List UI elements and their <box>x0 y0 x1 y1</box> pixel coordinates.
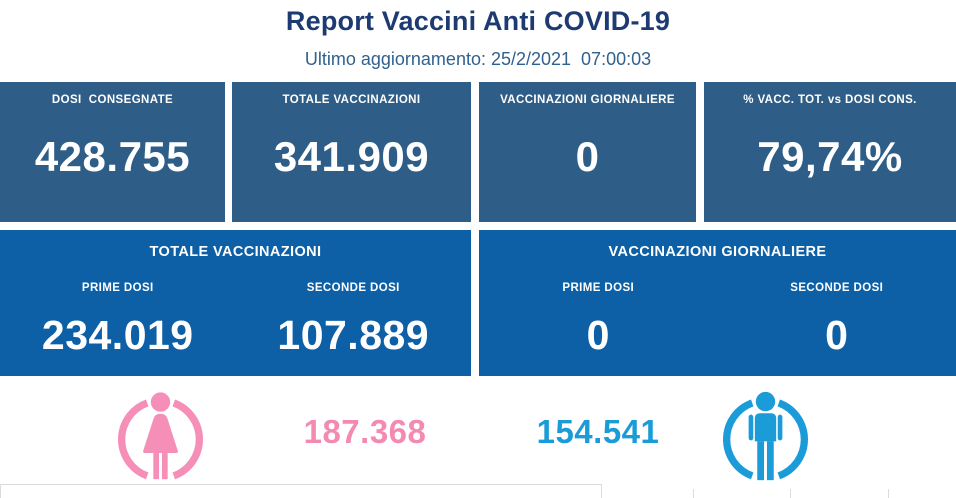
dose-label: SECONDE DOSI <box>790 282 884 294</box>
page-title: Report Vaccini Anti COVID-19 <box>285 6 671 36</box>
dose-col-seconde-dosi: SECONDE DOSI 107.889 <box>236 260 472 359</box>
male-total-value: 154.541 <box>536 413 660 450</box>
last-update-text: Ultimo aggiornamento: 25/2/2021 07:00:03 <box>304 49 652 69</box>
dose-label: PRIME DOSI <box>81 282 154 294</box>
kpi-label: TOTALE VACCINAZIONI <box>282 94 421 106</box>
kpi-value: 79,74% <box>757 133 903 180</box>
dose-col-prime-dosi: PRIME DOSI 234.019 <box>0 260 236 359</box>
kpi-card-perc-vacc-vs-dosi: % VACC. TOT. vs DOSI CONS. 79,74% <box>704 82 956 222</box>
kpi-card-vaccinazioni-giornaliere: VACCINAZIONI GIORNALIERE 0 <box>479 82 696 222</box>
kpi-label: DOSI CONSEGNATE <box>51 94 174 106</box>
dose-value: 0 <box>586 312 610 358</box>
dose-card-totale-vaccinazioni: TOTALE VACCINAZIONI PRIME DOSI 234.019 S… <box>0 230 471 376</box>
male-icon <box>717 388 814 485</box>
female-total-value: 187.368 <box>303 413 427 450</box>
dose-card-vaccinazioni-giornaliere: VACCINAZIONI GIORNALIERE PRIME DOSI 0 SE… <box>479 230 956 376</box>
dose-card-title: VACCINAZIONI GIORNALIERE <box>608 244 827 260</box>
table-top-edge <box>0 484 602 498</box>
dose-label: SECONDE DOSI <box>306 282 400 294</box>
dose-value: 107.889 <box>277 312 430 358</box>
kpi-value: 428.755 <box>34 133 191 180</box>
kpi-value: 341.909 <box>273 133 430 180</box>
female-icon <box>112 388 209 485</box>
table-column-divider <box>693 489 694 498</box>
dose-label: PRIME DOSI <box>562 282 635 294</box>
kpi-value: 0 <box>575 133 600 180</box>
dose-col-seconde-dosi: SECONDE DOSI 0 <box>718 260 956 359</box>
dose-col-prime-dosi: PRIME DOSI 0 <box>479 260 718 359</box>
table-column-divider <box>888 489 889 498</box>
kpi-card-totale-vaccinazioni: TOTALE VACCINAZIONI 341.909 <box>232 82 471 222</box>
kpi-label: VACCINAZIONI GIORNALIERE <box>500 94 675 106</box>
kpi-label: % VACC. TOT. vs DOSI CONS. <box>743 94 917 106</box>
dose-value: 0 <box>825 312 849 358</box>
kpi-card-dosi-consegnate: DOSI CONSEGNATE 428.755 <box>0 82 225 222</box>
dose-card-title: TOTALE VACCINAZIONI <box>149 244 322 260</box>
dose-value: 234.019 <box>41 312 194 358</box>
table-column-divider <box>790 489 791 498</box>
